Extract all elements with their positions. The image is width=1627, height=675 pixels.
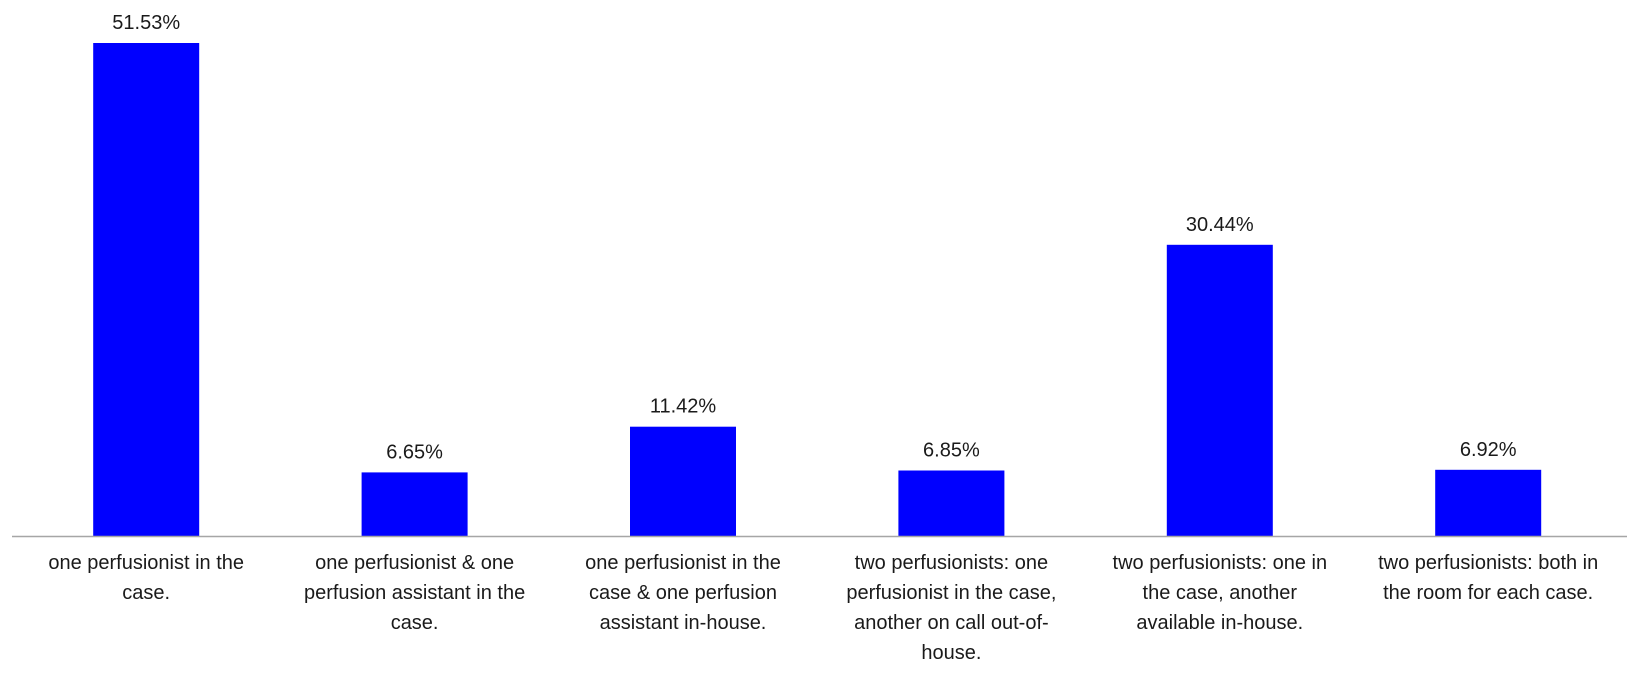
category-label-line: one perfusionist in the — [585, 552, 781, 574]
data-label-6: 6.92% — [1460, 439, 1517, 461]
category-label-line: two perfusionists: one — [854, 552, 1049, 574]
category-label-line: available in-house. — [1136, 612, 1304, 634]
bar-5 — [1166, 244, 1273, 537]
data-labels-group: 51.53% 6.65% 11.42% 6.85% 30.44% 6.92% — [112, 12, 1516, 463]
bars-group — [93, 43, 1542, 537]
category-label-line: the case, another — [1142, 582, 1298, 604]
category-label-line: one perfusionist in the — [48, 552, 245, 574]
category-label-line: another on call out-of- — [854, 612, 1049, 634]
bar-2 — [361, 472, 468, 536]
category-label-1: one perfusionist in the case. — [21, 548, 271, 608]
data-label-1: 51.53% — [112, 12, 180, 34]
category-label-2: one perfusionist & one perfusion assistan… — [290, 548, 540, 638]
category-label-line: case & one perfusion — [589, 582, 777, 604]
data-label-4: 6.85% — [923, 440, 980, 462]
category-label-5: two perfusionists: one in the case, anoth… — [1095, 548, 1345, 638]
bar-3 — [630, 426, 736, 536]
bar-1 — [93, 43, 200, 536]
category-label-line: assistant in-house. — [599, 612, 767, 634]
data-label-3: 11.42% — [650, 396, 717, 418]
category-label-line: one perfusionist & one — [315, 552, 515, 574]
data-label-2: 6.65% — [386, 441, 443, 463]
category-label-line: perfusionist in the case, — [846, 582, 1057, 604]
category-label-line: case. — [122, 582, 171, 604]
category-label-line: two perfusionists: both in — [1378, 552, 1599, 574]
category-label-6: two perfusionists: both in the room for e… — [1363, 548, 1613, 608]
category-label-line: case. — [390, 612, 439, 634]
category-label-line: perfusion assistant in the — [303, 582, 526, 604]
bar-6 — [1435, 469, 1542, 536]
data-label-5: 30.44% — [1186, 214, 1254, 236]
category-label-4: two perfusionists: one perfusionist in th… — [826, 548, 1076, 668]
category-label-line: the room for each case. — [1383, 582, 1594, 604]
bar-4 — [898, 470, 1005, 536]
category-label-line: house. — [921, 642, 982, 664]
category-label-line: two perfusionists: one in — [1112, 552, 1328, 574]
category-label-3: one perfusionist in the case & one perfus… — [558, 548, 808, 638]
